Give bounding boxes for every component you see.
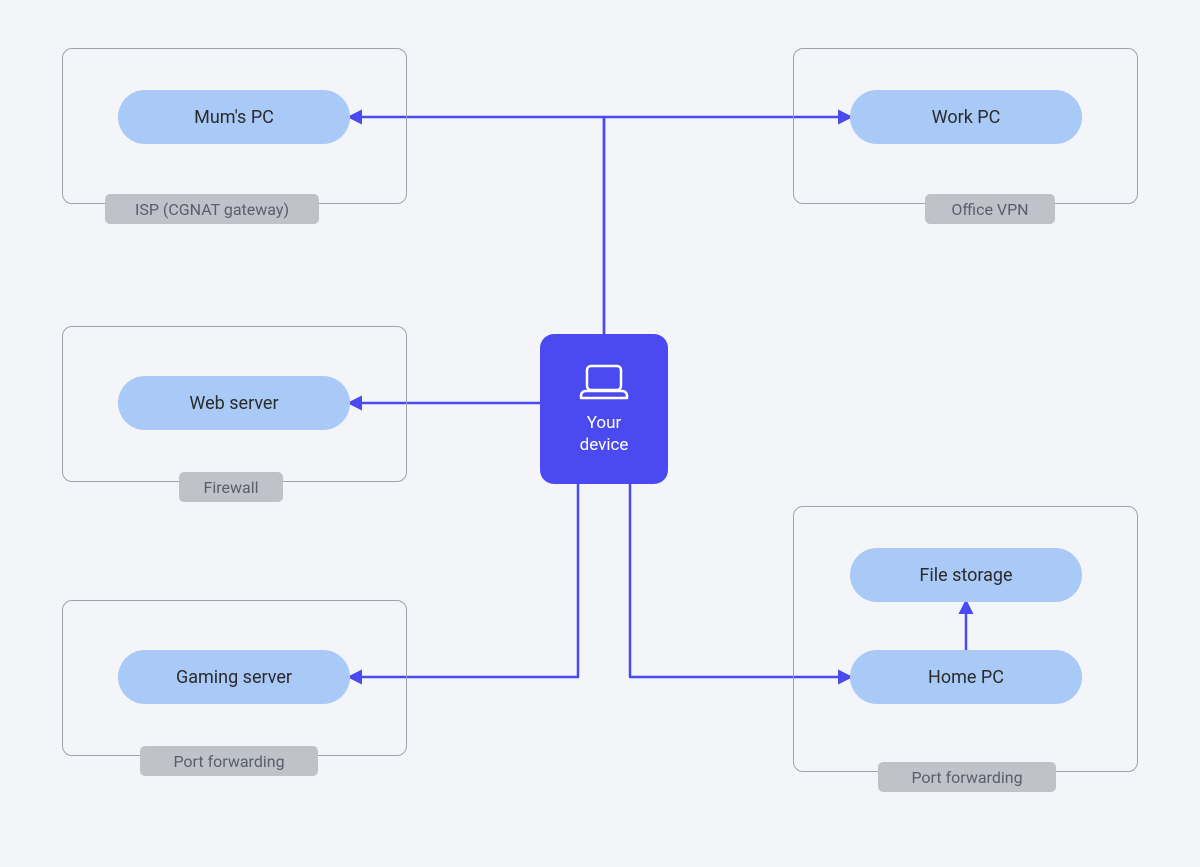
node-file-storage: File storage xyxy=(850,548,1082,602)
laptop-icon xyxy=(575,362,633,406)
node-home-pc: Home PC xyxy=(850,650,1082,704)
center-node: Your device xyxy=(540,334,668,484)
node-web-server: Web server xyxy=(118,376,350,430)
group-box-g-home xyxy=(793,506,1138,772)
center-node-label: Your device xyxy=(580,412,629,456)
group-tag-g-mum: ISP (CGNAT gateway) xyxy=(105,194,319,224)
group-tag-g-web: Firewall xyxy=(179,472,283,502)
node-work-pc: Work PC xyxy=(850,90,1082,144)
group-tag-g-game: Port forwarding xyxy=(140,746,318,776)
node-gaming-server: Gaming server xyxy=(118,650,350,704)
group-tag-g-work: Office VPN xyxy=(925,194,1055,224)
group-tag-g-home: Port forwarding xyxy=(878,762,1056,792)
diagram-canvas: ISP (CGNAT gateway) Office VPN Firewall Por… xyxy=(0,0,1200,867)
node-mum-pc: Mum's PC xyxy=(118,90,350,144)
